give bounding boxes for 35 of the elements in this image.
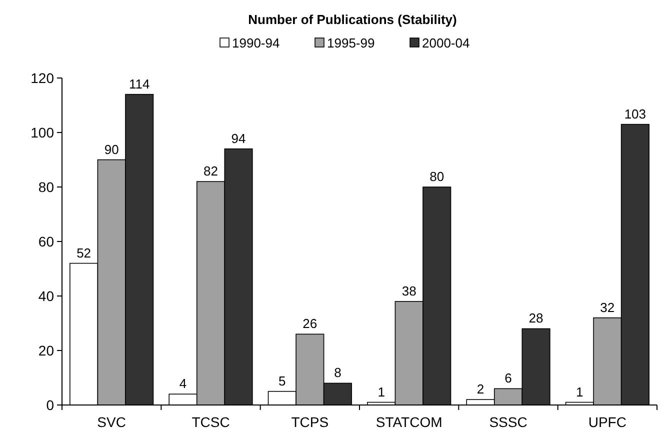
data-label: 26 [302, 316, 318, 332]
y-tick-label: 20 [38, 342, 54, 358]
data-label: 103 [624, 106, 646, 122]
y-tick-label: 40 [38, 288, 54, 304]
legend-label: 1995-99 [327, 36, 375, 51]
data-label: 1 [576, 384, 584, 400]
x-tick-label: STATCOM [376, 414, 442, 430]
data-label: 114 [128, 76, 150, 92]
y-tick-label: 120 [30, 70, 54, 86]
x-tick-label: TCPS [291, 414, 329, 430]
data-label: 38 [402, 283, 416, 298]
x-tick-label: SSSC [489, 414, 528, 430]
data-label: 4 [179, 376, 187, 392]
data-label: 8 [334, 365, 342, 380]
data-label: 1 [378, 384, 385, 400]
x-tick-label: TCSC [192, 414, 230, 430]
data-label: 28 [528, 310, 544, 326]
data-label: 5 [278, 373, 286, 388]
legend-label: 1990-94 [232, 36, 280, 51]
x-tick-label: UPFC [588, 414, 626, 430]
data-label: 90 [104, 142, 119, 157]
y-tick-label: 80 [38, 178, 54, 195]
data-label: 6 [504, 370, 512, 386]
y-tick-label: 0 [46, 396, 54, 413]
x-tick-label: SVC [97, 414, 126, 430]
data-label: 32 [600, 300, 615, 315]
data-label: 94 [231, 130, 246, 146]
legend-label: 2000-04 [422, 36, 470, 51]
data-label: 2 [476, 382, 484, 397]
chart-title: Number of Publications (Stability) [248, 12, 457, 27]
y-tick-label: 100 [30, 124, 54, 140]
data-label: 80 [430, 169, 444, 184]
data-label: 52 [76, 245, 92, 260]
data-label: 82 [204, 164, 218, 179]
y-tick-label: 60 [38, 233, 54, 250]
